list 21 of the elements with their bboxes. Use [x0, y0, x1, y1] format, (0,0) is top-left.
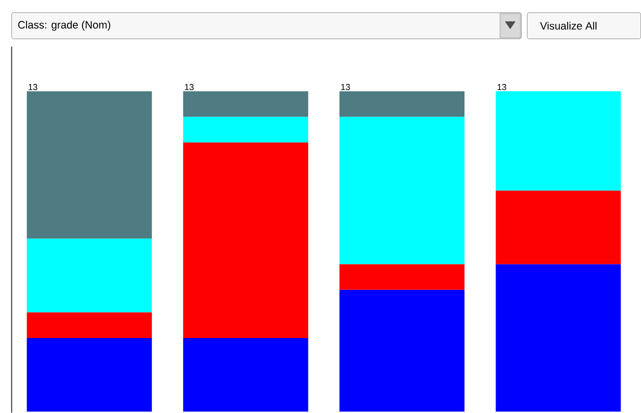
bar — [183, 116, 308, 142]
bar — [496, 264, 621, 412]
bar — [26, 312, 152, 338]
bar — [183, 91, 308, 117]
bar — [496, 190, 621, 264]
text: Visualize All — [540, 22, 596, 30]
bar — [26, 338, 152, 412]
text: Class: grade (Nom) — [18, 20, 110, 31]
bar — [339, 91, 464, 117]
annotation: 13 — [28, 84, 38, 90]
bar — [183, 142, 308, 338]
bar — [339, 290, 464, 412]
bar — [339, 116, 464, 264]
annotation: 13 — [184, 84, 194, 90]
annotation: 13 — [341, 84, 350, 90]
bar — [496, 91, 621, 191]
bar — [183, 338, 308, 412]
bar — [26, 91, 152, 239]
bar — [26, 238, 152, 312]
bar — [339, 264, 464, 290]
annotation: 13 — [498, 84, 506, 90]
